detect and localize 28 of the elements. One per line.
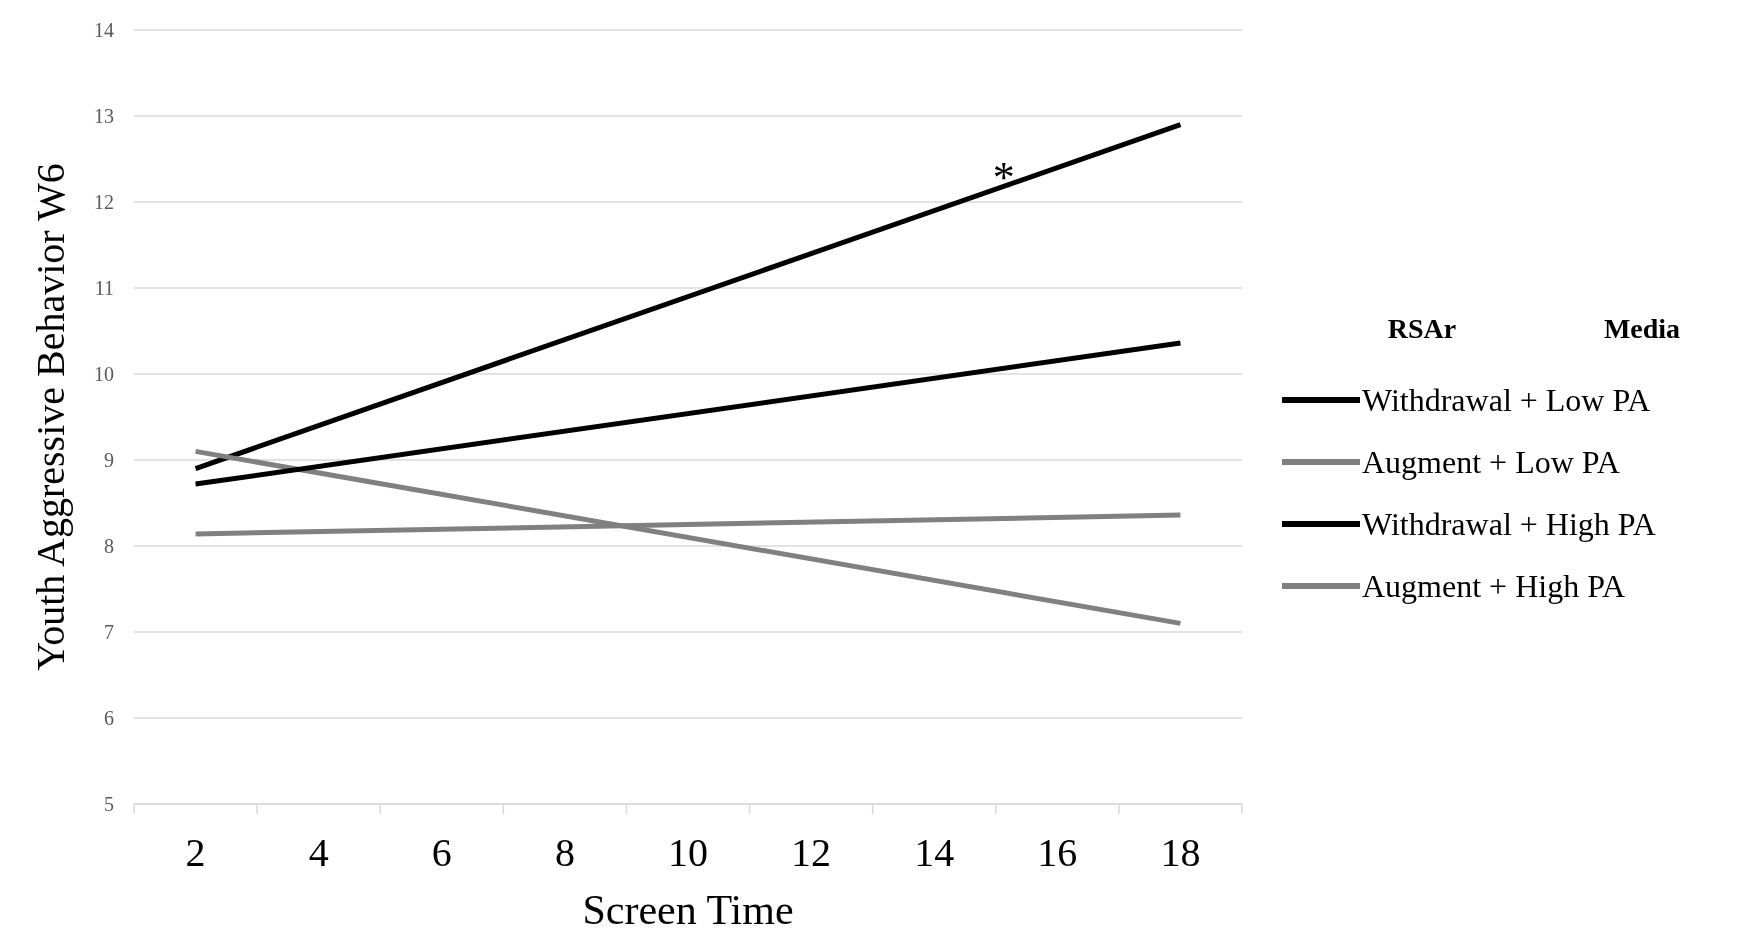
y-tick-label: 10 — [94, 363, 114, 385]
y-tick-label: 7 — [104, 621, 114, 643]
x-tick-label: 18 — [1160, 830, 1201, 875]
y-tick-label: 14 — [94, 19, 114, 41]
x-axis-title: Screen Time — [582, 887, 794, 933]
y-tick-label: 12 — [94, 191, 114, 213]
annotation: * — [992, 153, 1015, 203]
legend-label: Withdrawal + High PA — [1362, 506, 1656, 542]
x-tick-label: 10 — [668, 830, 708, 875]
y-tick-label: 6 — [104, 707, 114, 729]
legend-label: Augment + High PA — [1362, 568, 1626, 604]
legend-label: Withdrawal + Low PA — [1362, 382, 1651, 418]
y-tick-label: 8 — [104, 535, 114, 557]
text: Media — [1603, 313, 1681, 344]
y-tick-label: 5 — [104, 793, 114, 815]
y-tick-label: 11 — [94, 277, 114, 299]
x-tick-label: 16 — [1037, 830, 1078, 875]
x-tick-label: 4 — [308, 830, 329, 875]
x-tick-label: 14 — [914, 830, 955, 875]
x-tick-label: 12 — [791, 830, 832, 875]
legend-label: Augment + Low PA — [1362, 444, 1620, 480]
x-tick-label: 2 — [185, 830, 206, 875]
x-tick-label: 8 — [554, 830, 575, 875]
x-tick-label: 6 — [431, 830, 452, 875]
y-tick-label: 9 — [104, 449, 114, 471]
legend-title: RSAr — [1387, 313, 1457, 344]
y-tick-label: 13 — [94, 105, 114, 127]
y-axis-title: Youth Aggressive Behavior W6 — [28, 163, 73, 671]
